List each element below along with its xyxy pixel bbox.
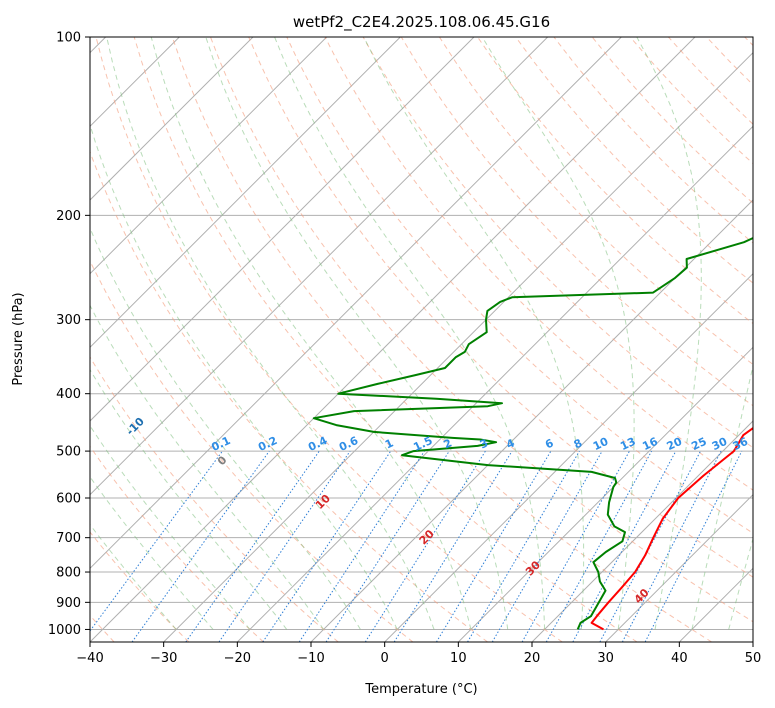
moist-adiabat-line (90, 476, 214, 630)
y-tick-label: 300 (56, 313, 81, 328)
isotherm-line (457, 346, 753, 642)
mixing-ratio-label: 25 (689, 435, 708, 453)
mixing-ratio-label: 20 (665, 435, 685, 453)
moist-adiabat-line (481, 37, 635, 630)
x-tick-label: −20 (224, 651, 251, 666)
dry-adiabat-line (90, 259, 414, 642)
y-tick-label: 900 (56, 596, 81, 611)
background-reference-lines (90, 37, 753, 642)
moist-adiabat-line (363, 37, 585, 630)
isotherm-line (90, 37, 401, 349)
isotherm-line (90, 37, 622, 570)
isotherm-line (163, 51, 753, 642)
y-tick-label: 200 (56, 209, 81, 224)
axes: −40 −30 −20 −10 0 10 20 30 40 50 100 200 300 400 500 60… (48, 31, 761, 667)
mixing-ratio-label: 30 (710, 435, 730, 453)
moist-adiabat-line (90, 424, 251, 630)
mixing-ratio-label: 36 (731, 435, 751, 453)
moist-adiabat-line (106, 37, 435, 630)
x-tick-label: −40 (76, 651, 103, 666)
moist-adiabat-line (90, 368, 288, 630)
y-tick-label: 100 (56, 31, 81, 46)
mixing-ratio-line (218, 450, 351, 642)
x-tick-label: 0 (381, 651, 389, 666)
mixing-ratio-line (325, 450, 450, 642)
y-tick-label: 500 (56, 445, 81, 460)
x-tick-label: 40 (671, 651, 688, 666)
moist-adiabat-line (691, 363, 753, 630)
moist-adiabat-line (90, 523, 177, 630)
dry-adiabat-line (210, 37, 753, 623)
moist-adiabat-line (274, 37, 546, 630)
dry-adiabat-line (90, 531, 190, 642)
isotherm-line (605, 493, 753, 642)
plot-frame (89, 36, 754, 643)
dry-adiabat-line (95, 37, 563, 642)
y-tick-label: 600 (56, 492, 81, 507)
dry-adiabat-line (133, 37, 638, 642)
y-tick-label: 1000 (48, 623, 81, 638)
y-tick-label: 400 (56, 387, 81, 402)
dry-adiabat-line (171, 37, 712, 642)
isotherm-line (384, 272, 753, 642)
moist-adiabat-line (90, 123, 398, 630)
mixing-ratio-line (599, 450, 701, 642)
mixing-ratio-line (185, 450, 320, 642)
moist-adiabat-line (90, 226, 361, 630)
mixing-ratio-line (521, 450, 630, 642)
x-axis-label: Temperature (°C) (364, 682, 477, 697)
mixing-ratio-line (393, 450, 513, 642)
mixing-ratio-line (131, 450, 270, 642)
dry-adiabat-line (248, 37, 753, 578)
isotherm-line (531, 420, 753, 642)
dry-adiabat-line (400, 37, 753, 407)
isotherm-line (90, 37, 549, 496)
dry-adiabat-line (515, 37, 753, 284)
mixing-ratio-line (644, 450, 743, 642)
x-tick-label: −30 (150, 651, 177, 666)
x-tick-label: −10 (297, 651, 324, 666)
x-tick-label: 50 (745, 651, 762, 666)
chart-title: wetPf2_C2E4.2025.108.06.45.G16 (293, 13, 550, 32)
moist-adiabat-line (636, 37, 702, 630)
mixing-ratio-label: 10 (591, 435, 611, 453)
mixing-ratio-line (90, 450, 223, 632)
dry-adiabat-line (286, 37, 753, 534)
mixing-ratio-line (298, 450, 425, 642)
plot-area (90, 37, 753, 642)
dry-adiabat-line (90, 150, 488, 642)
dry-adiabat-line (438, 37, 753, 366)
mixing-ratio-line (545, 450, 653, 642)
y-tick-label: 800 (56, 566, 81, 581)
y-tick-label: 700 (56, 531, 81, 546)
isotherm-line (90, 37, 254, 201)
x-tick-label: 20 (524, 651, 541, 666)
mixing-ratio-label: 16 (640, 435, 660, 453)
isotherm-line (90, 37, 328, 275)
x-tick-label: 30 (597, 651, 614, 666)
temperature-profile (590, 426, 753, 631)
mixing-ratio-label: 13 (618, 435, 637, 453)
isotherm-line (90, 37, 475, 422)
x-tick-label: 10 (450, 651, 467, 666)
mixing-ratio-line (364, 450, 486, 642)
moist-adiabat-line (205, 37, 509, 630)
isotherm-line (90, 37, 696, 642)
mixing-ratio-line (621, 450, 722, 642)
isotherm-line (236, 125, 753, 642)
dry-adiabat-line (90, 445, 264, 642)
sounding-profiles (312, 236, 753, 631)
dewpoint-profile (312, 236, 753, 630)
y-axis-label: Pressure (hPa) (11, 292, 26, 385)
mixing-ratio-line (572, 450, 677, 642)
